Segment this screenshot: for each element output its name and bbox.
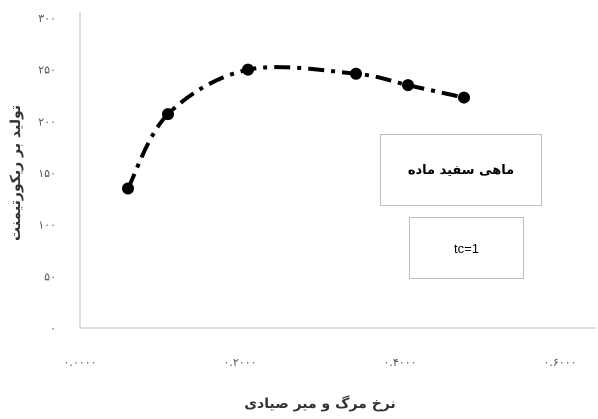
- y-tick-label: ۱۰۰: [38, 219, 56, 232]
- data-point: [122, 182, 134, 195]
- axes: [79, 12, 596, 329]
- series-trend-line: [126, 65, 465, 190]
- data-point: [402, 79, 414, 92]
- x-tick-label: ۰.۶۰۰۰: [543, 356, 576, 369]
- data-point: [242, 63, 254, 76]
- data-points: [122, 63, 470, 195]
- y-axis-title: تولید بر ریکورتیمنت: [8, 105, 24, 241]
- data-point: [350, 67, 362, 80]
- x-tick-label: ۰.۲۰۰۰: [223, 356, 256, 369]
- annotation-box: tc=1: [409, 217, 524, 279]
- x-axis-title: نرخ مرگ و میر صیادی: [244, 395, 396, 412]
- y-tick-labels: ۰ ۵۰ ۱۰۰ ۱۵۰ ۲۰۰ ۲۵۰ ۳۰۰: [38, 12, 56, 335]
- data-point: [458, 91, 470, 104]
- y-tick-label: ۳۰۰: [38, 12, 56, 25]
- x-tick-label: ۰.۰۰۰۰: [63, 356, 96, 369]
- data-point: [162, 108, 174, 121]
- x-tick-label: ۰.۴۰۰۰: [383, 356, 416, 369]
- legend-box: ماهی سفید ماده: [380, 134, 542, 206]
- y-tick-label: ۲۵۰: [38, 64, 56, 77]
- y-tick-label: ۱۵۰: [38, 167, 56, 180]
- y-tick-label: ۰: [50, 322, 56, 335]
- x-tick-labels: ۰.۰۰۰۰ ۰.۲۰۰۰ ۰.۴۰۰۰ ۰.۶۰۰۰: [63, 356, 576, 369]
- y-tick-label: ۲۰۰: [38, 115, 56, 128]
- legend-series-name: ماهی سفید ماده: [407, 162, 515, 178]
- annotation-tc: tc=1: [454, 240, 479, 256]
- y-tick-label: ۵۰: [44, 270, 56, 283]
